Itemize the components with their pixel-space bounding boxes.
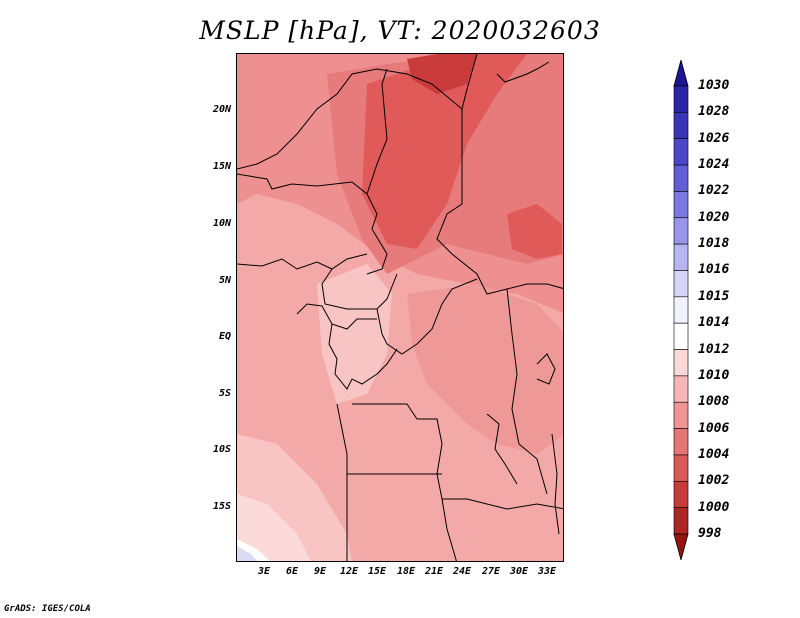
colorbar-level-label: 1014: [698, 315, 730, 331]
colorbar-top-arrow: [673, 60, 689, 87]
lon-label: 21E: [424, 566, 444, 577]
pressure-fill-1014: [237, 494, 311, 561]
lat-label: 10S: [212, 444, 231, 455]
country-borders: [237, 54, 563, 561]
colorbar-level-label: 1018: [698, 236, 730, 252]
colorbar-level-label: 1015: [698, 288, 730, 304]
lat-label: 10N: [212, 218, 231, 229]
lon-label: 24E: [452, 566, 472, 577]
colorbar-segment: [673, 507, 689, 535]
colorbar-level-label: 1026: [698, 130, 730, 146]
lat-label: 20N: [212, 104, 231, 115]
lon-label: 27E: [481, 566, 501, 577]
lat-label: EQ: [218, 331, 231, 342]
colorbar-level-label: 1022: [698, 183, 730, 199]
colorbar-segment: [673, 138, 689, 166]
colorbar-segment: [673, 243, 689, 271]
colorbar-segment: [673, 217, 689, 245]
colorbar-level-label: 1012: [698, 341, 730, 357]
lon-label: 6E: [285, 566, 299, 577]
lon-label: 3E: [257, 566, 271, 577]
lat-label: 5N: [218, 275, 231, 286]
lon-label: 30E: [509, 566, 529, 577]
colorbar-level-label: 998: [698, 526, 722, 541]
colorbar-bottom-arrow: [673, 533, 689, 560]
colorbar-segment: [673, 454, 689, 482]
footer-credit: GrADS: IGES/COLA: [4, 604, 91, 614]
pressure-fill-1016: [237, 546, 258, 561]
colorbar-segment: [673, 85, 689, 113]
colorbar-segment: [673, 322, 689, 350]
pressure-field-map: [237, 54, 563, 561]
colorbar-level-label: 1028: [698, 104, 730, 120]
colorbar-segment: [673, 296, 689, 324]
lon-label: 9E: [313, 566, 327, 577]
lon-label: 18E: [396, 566, 416, 577]
colorbar-level-label: 1020: [698, 209, 730, 225]
map-panel: [236, 53, 564, 562]
colorbar-segment: [673, 349, 689, 377]
colorbar-level-label: 1008: [698, 394, 730, 410]
colorbar-level-label: 1004: [698, 446, 730, 462]
colorbar-level-label: 1030: [698, 78, 730, 93]
colorbar-level-label: 1010: [698, 367, 730, 383]
pressure-fill-1002-north: [407, 54, 477, 94]
colorbar-level-label: 1000: [698, 499, 730, 515]
colorbar-segment: [673, 112, 689, 140]
lon-label: 33E: [537, 566, 557, 577]
colorbar-level-label: 1002: [698, 473, 730, 489]
lon-label: 15E: [367, 566, 387, 577]
pressure-fill-1008-east: [407, 284, 563, 454]
colorbar-segment: [673, 401, 689, 429]
colorbar-segment: [673, 375, 689, 403]
colorbar-segment: [673, 480, 689, 508]
colorbar: [673, 60, 689, 560]
lat-label: 5S: [218, 388, 231, 399]
colorbar-level-label: 1016: [698, 262, 730, 278]
chart-title: MSLP [hPa], VT: 2020032603: [199, 16, 601, 45]
colorbar-segment: [673, 191, 689, 219]
colorbar-segment: [673, 428, 689, 456]
colorbar-level-label: 1006: [698, 420, 730, 436]
lon-label: 12E: [339, 566, 359, 577]
pressure-fill-1004-east: [507, 204, 562, 259]
pressure-fill-1004-north: [362, 54, 527, 249]
colorbar-segment: [673, 270, 689, 298]
colorbar-segment: [673, 164, 689, 192]
lat-label: 15S: [212, 501, 231, 512]
colorbar-level-label: 1024: [698, 157, 730, 173]
lat-label: 15N: [212, 161, 231, 172]
